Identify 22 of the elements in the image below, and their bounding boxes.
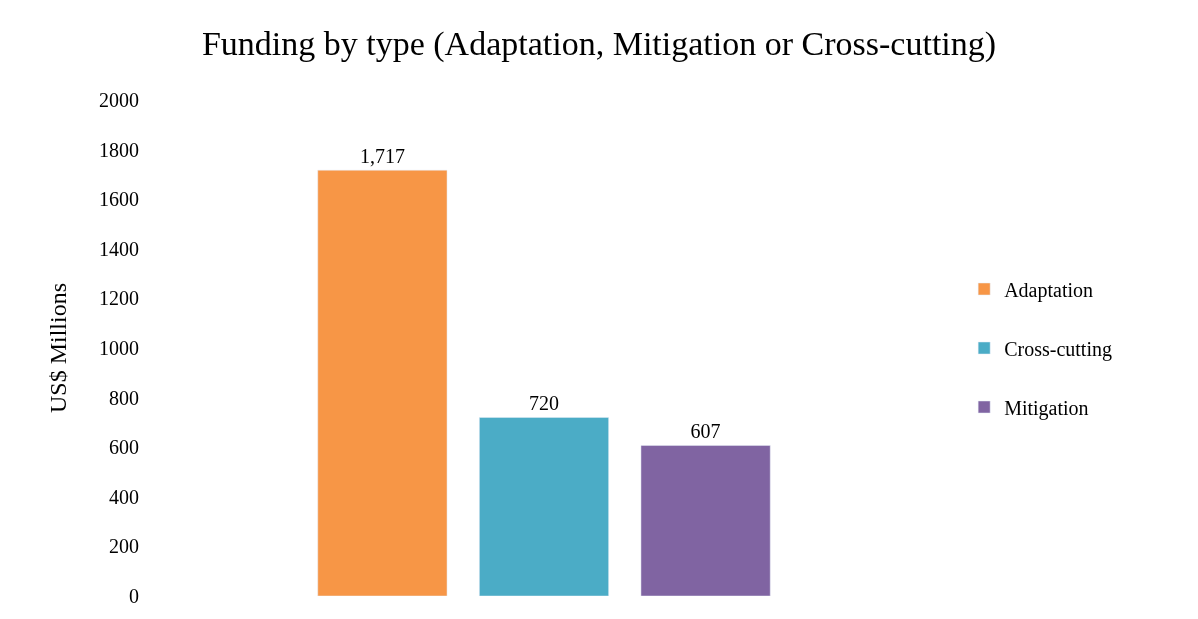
legend-label: Mitigation	[1004, 396, 1089, 420]
y-tick-label: 600	[109, 436, 139, 459]
bar	[479, 417, 609, 596]
bar	[317, 169, 448, 596]
chart-title: Funding by type (Adaptation, Mitigation or Cross-cutting)	[201, 24, 997, 63]
y-tick-label: 800	[109, 386, 139, 409]
data-label: 607	[690, 420, 721, 443]
y-tick-label: 1400	[99, 237, 139, 260]
y-axis-title: US$ Millions	[45, 282, 72, 414]
data-label: 720	[529, 392, 559, 415]
y-tick-label: 1800	[99, 138, 139, 161]
y-tick-label: 400	[109, 485, 139, 508]
y-tick-label: 1200	[99, 287, 139, 310]
y-tick-label: 2000	[99, 89, 139, 111]
legend-label: Adaptation	[1004, 278, 1094, 302]
data-label: 1,717	[359, 145, 405, 168]
bar	[640, 445, 771, 596]
y-tick-label: 200	[109, 535, 139, 558]
y-tick-label: 1000	[99, 337, 139, 359]
y-tick-label: 0	[129, 585, 139, 607]
y-tick-label: 1600	[99, 188, 139, 211]
legend-label: Cross-cutting	[1004, 337, 1112, 361]
